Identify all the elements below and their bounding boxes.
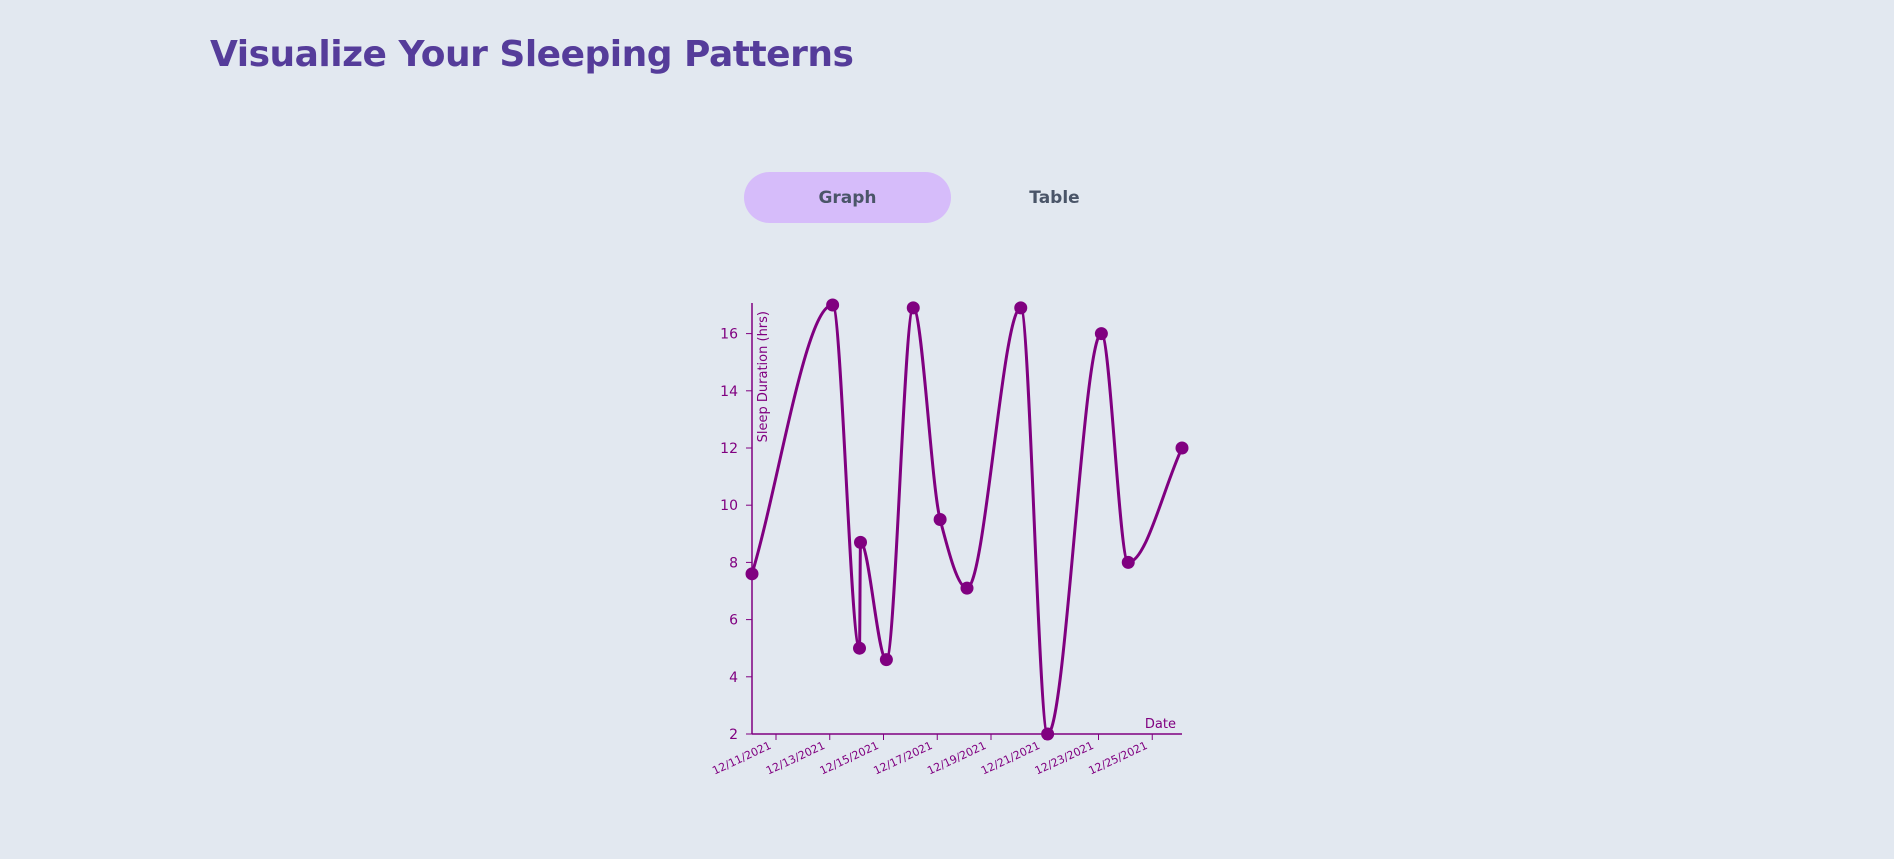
view-tabs: Graph Table — [744, 172, 1158, 223]
page-title: Visualize Your Sleeping Patterns — [210, 34, 854, 75]
data-point — [1175, 441, 1189, 455]
y-tick-label: 10 — [720, 498, 738, 514]
x-tick-label: 12/17/2021 — [872, 739, 935, 778]
x-tick-label: 12/19/2021 — [925, 739, 988, 778]
x-tick-label: 12/21/2021 — [979, 739, 1042, 778]
data-point — [745, 567, 759, 581]
data-point — [933, 513, 947, 526]
data-point — [826, 298, 840, 312]
data-point — [1041, 727, 1055, 741]
x-tick-label: 12/11/2021 — [710, 739, 773, 778]
x-tick-label: 12/23/2021 — [1033, 739, 1096, 778]
y-ticks: 2 4 6 8 10 12 14 16 — [720, 327, 752, 743]
x-tick-label: 12/25/2021 — [1087, 739, 1150, 778]
data-point — [1014, 301, 1028, 315]
x-ticks: 12/11/202112/13/202112/15/202112/17/2021… — [710, 734, 1153, 778]
data-points — [745, 298, 1189, 741]
x-axis-label: Date — [1145, 717, 1176, 732]
data-point — [879, 653, 893, 667]
y-tick-label: 14 — [720, 384, 738, 400]
data-point — [1094, 327, 1108, 341]
y-axis-label: Sleep Duration (hrs) — [756, 311, 771, 442]
y-tick-label: 16 — [720, 327, 738, 343]
tab-graph[interactable]: Graph — [744, 172, 951, 223]
x-tick-label: 12/13/2021 — [764, 739, 827, 778]
chart-axes — [751, 303, 1182, 735]
y-tick-label: 8 — [729, 555, 738, 571]
x-tick-label: 12/15/2021 — [818, 739, 881, 778]
data-point — [853, 641, 866, 655]
y-tick-label: 6 — [729, 613, 738, 629]
data-point — [960, 581, 974, 595]
data-point — [906, 301, 920, 315]
y-tick-label: 4 — [729, 670, 738, 686]
data-point — [1121, 555, 1135, 569]
sleep-chart: 2 4 6 8 10 12 14 16 12/11/202112/13/202112/15/2… — [710, 298, 1189, 778]
sleep-series-line — [750, 303, 1184, 736]
data-point — [854, 535, 867, 549]
tab-table[interactable]: Table — [951, 172, 1158, 223]
y-tick-label: 12 — [720, 441, 738, 457]
y-tick-label: 2 — [729, 727, 738, 743]
